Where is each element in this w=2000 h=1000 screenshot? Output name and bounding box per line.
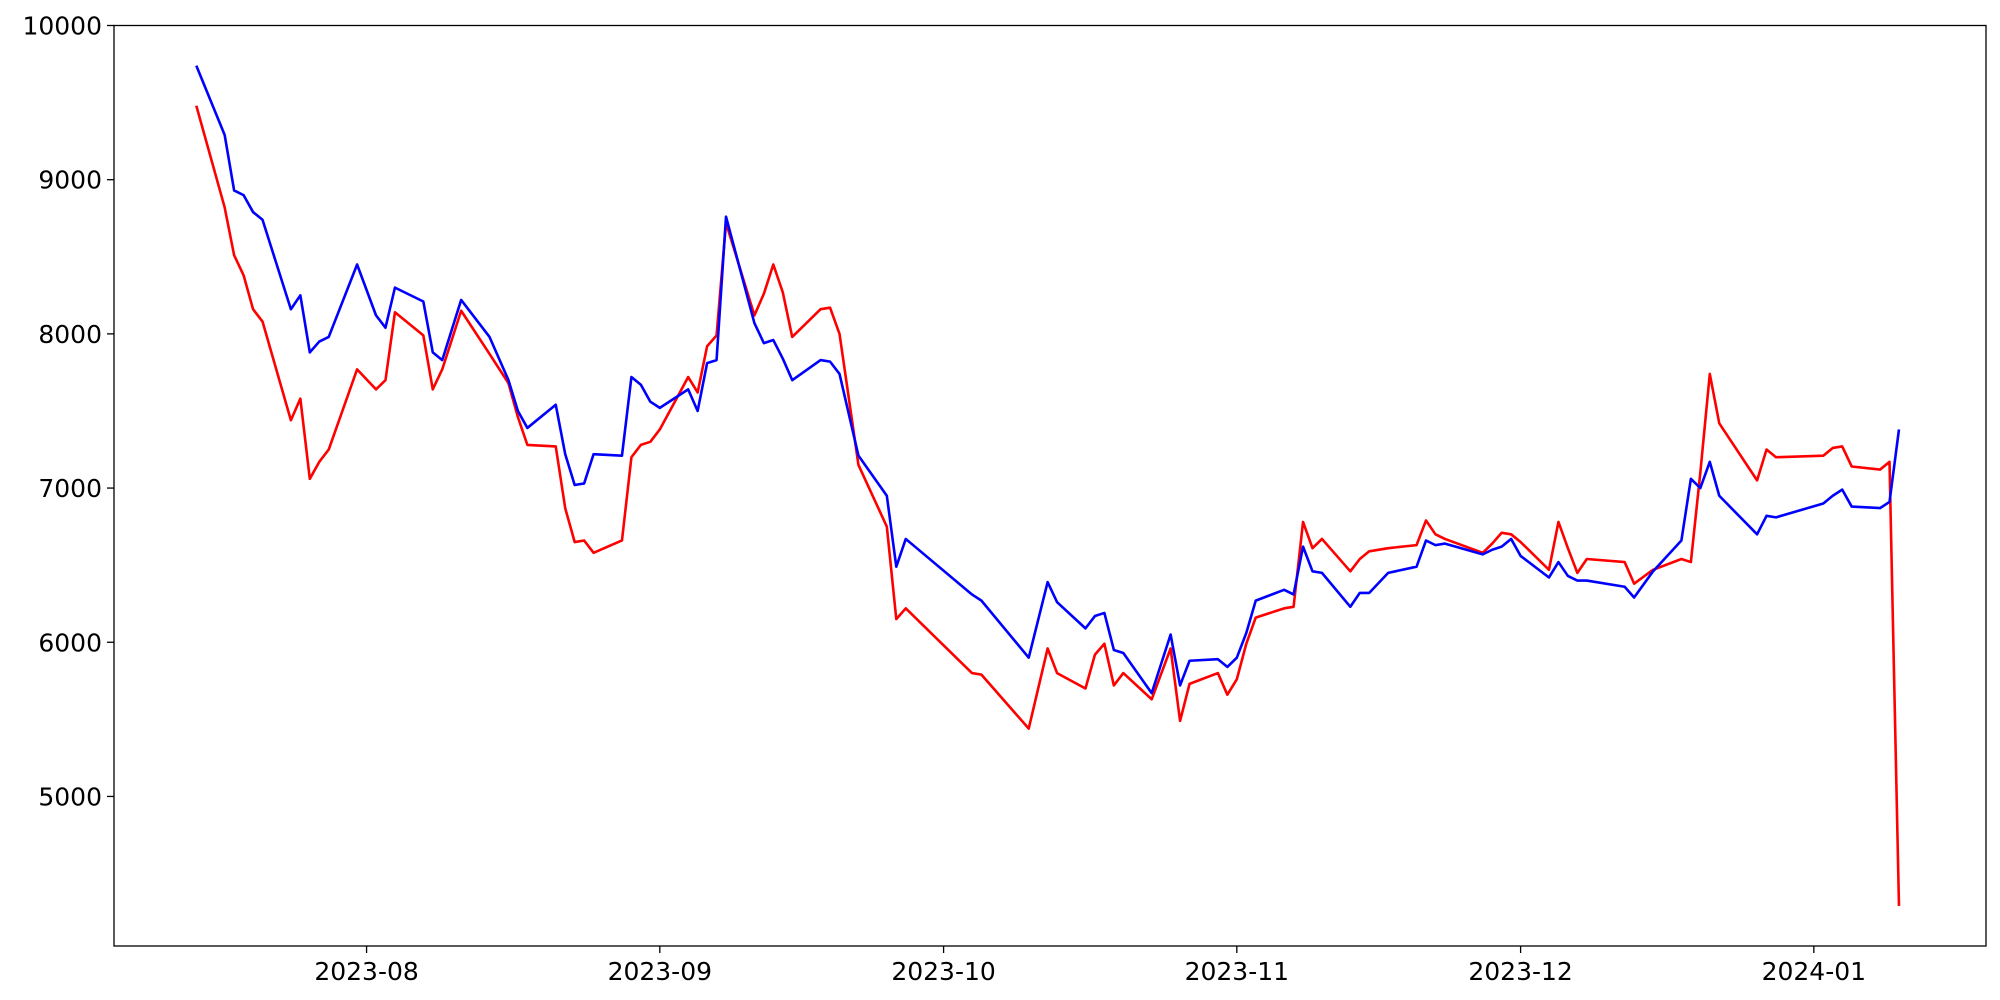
series-line: [195, 105, 1901, 906]
x-tick-label: 2023-09: [608, 957, 712, 986]
y-tick-label: 10000: [22, 12, 102, 41]
plot-frame: [113, 24, 1987, 947]
y-tick-label: 6000: [38, 628, 102, 657]
x-tick-label: 2023-08: [314, 957, 418, 986]
x-tick-label: 2023-10: [891, 957, 995, 986]
x-tick-label: 2023-11: [1185, 957, 1289, 986]
x-tick-label: 2024-01: [1762, 957, 1866, 986]
series-line: [195, 65, 1901, 695]
x-tick-label: 2023-12: [1468, 957, 1572, 986]
y-tick-label: 9000: [38, 166, 102, 195]
y-tick-label: 7000: [38, 474, 102, 503]
y-tick-label: 5000: [38, 782, 102, 811]
y-tick-label: 8000: [38, 320, 102, 349]
